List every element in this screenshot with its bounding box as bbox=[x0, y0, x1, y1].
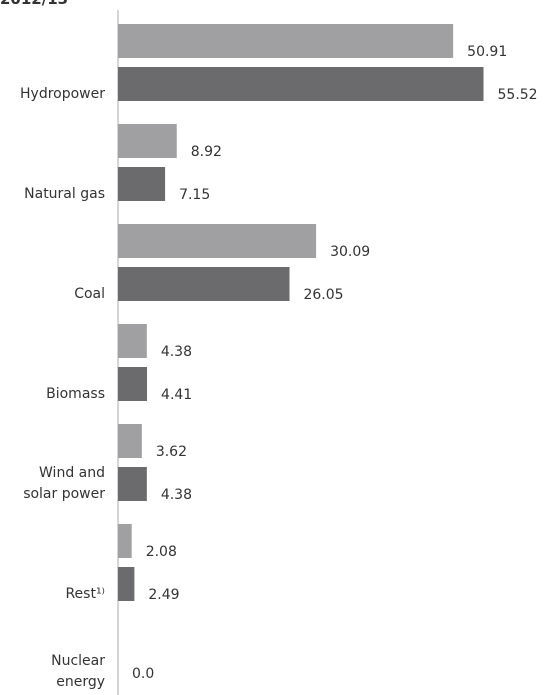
value-label: 7.15 bbox=[179, 187, 211, 203]
bar bbox=[118, 367, 148, 401]
category-label: Nuclear energy bbox=[51, 653, 105, 690]
category-label: Natural gas bbox=[24, 186, 105, 202]
chart-title: 2012/13 bbox=[0, 0, 68, 10]
bar bbox=[118, 167, 166, 201]
value-label: 4.38 bbox=[160, 487, 192, 503]
category-label: Biomass bbox=[46, 386, 105, 402]
bar bbox=[118, 424, 142, 458]
bar bbox=[118, 567, 135, 601]
bar bbox=[118, 467, 147, 501]
category-label: Coal bbox=[74, 286, 105, 302]
category-label: Rest¹⁾ bbox=[65, 586, 105, 602]
category-label: Wind and solar power bbox=[23, 465, 105, 502]
value-label: 8.92 bbox=[190, 144, 222, 160]
bar bbox=[118, 67, 484, 101]
value-label: 3.62 bbox=[155, 444, 187, 460]
bar bbox=[118, 224, 317, 258]
value-label: 0.0 bbox=[132, 666, 155, 682]
value-label: 55.52 bbox=[497, 87, 538, 103]
category-label: Hydropower bbox=[20, 86, 105, 102]
bar bbox=[118, 24, 454, 58]
value-label: 26.05 bbox=[303, 287, 344, 303]
value-label: 4.38 bbox=[160, 344, 192, 360]
bar bbox=[118, 524, 132, 558]
value-label: 2.49 bbox=[148, 587, 180, 603]
value-label: 50.91 bbox=[467, 44, 508, 60]
bar bbox=[118, 267, 290, 301]
value-label: 4.41 bbox=[161, 387, 193, 403]
value-label: 2.08 bbox=[145, 544, 177, 560]
value-label: 30.09 bbox=[330, 244, 371, 260]
bar bbox=[118, 324, 147, 358]
bar bbox=[118, 124, 177, 158]
